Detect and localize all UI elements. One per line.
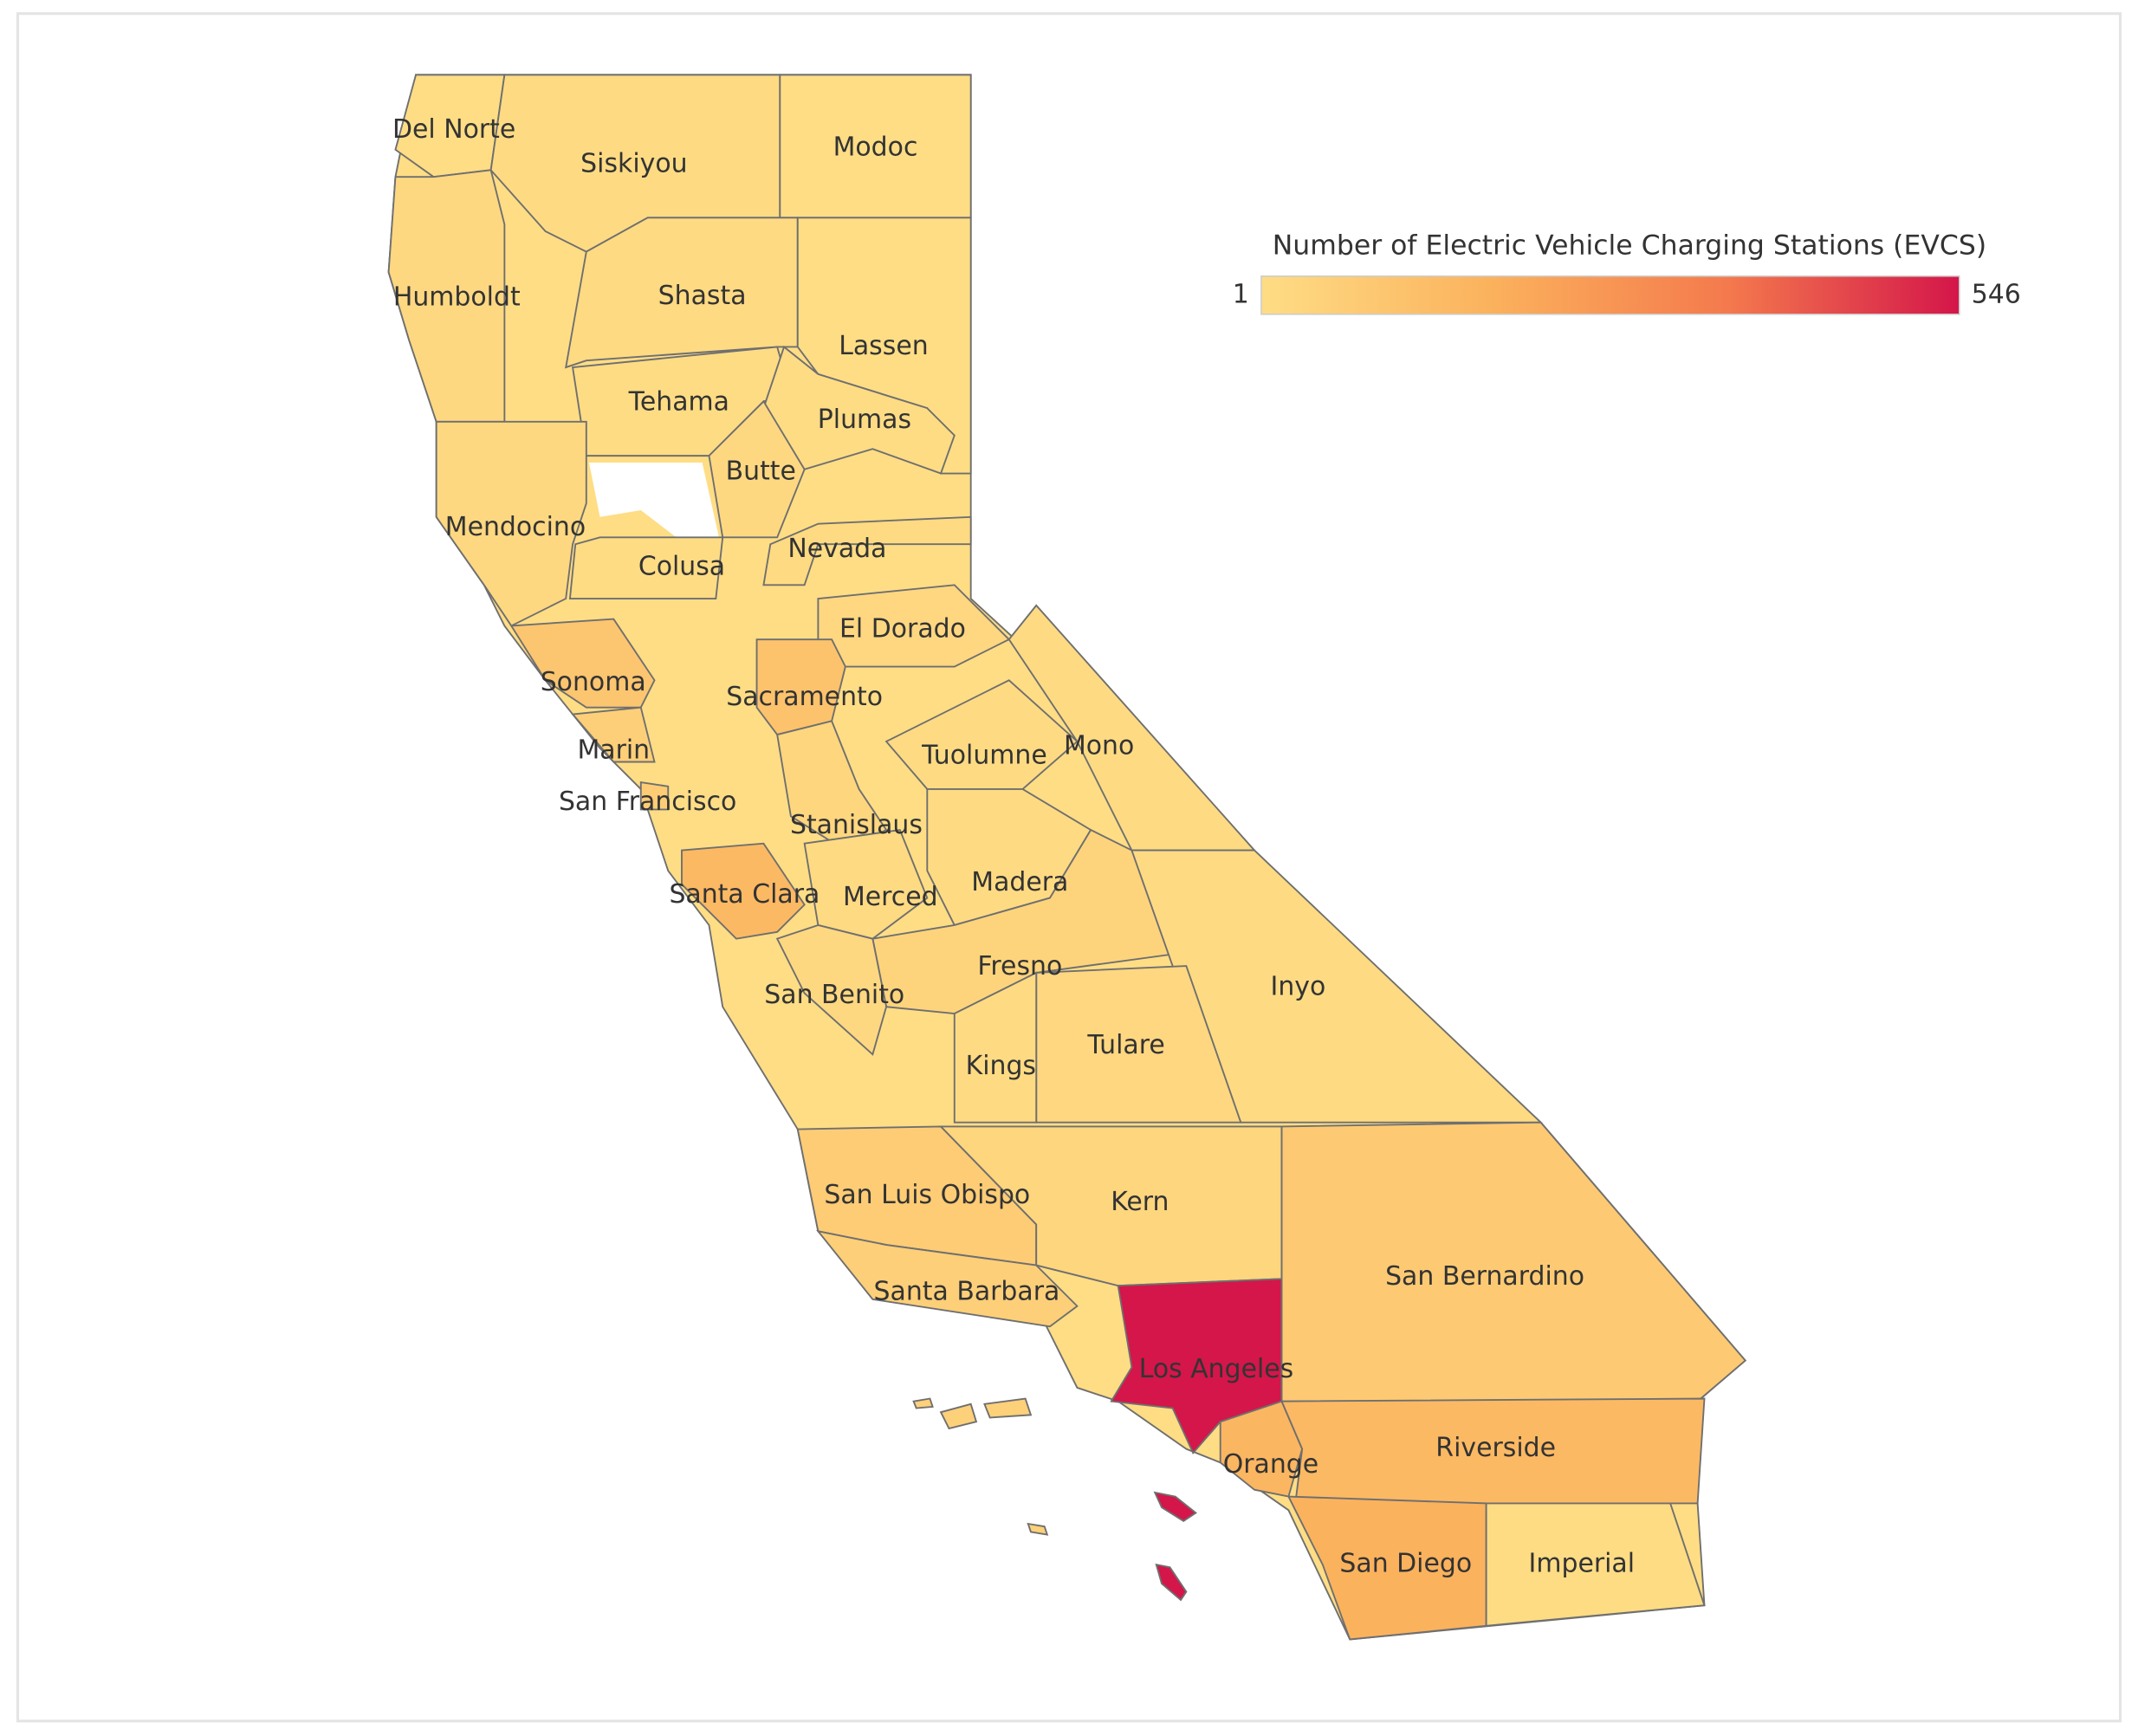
county-label: San Bernardino bbox=[1385, 1261, 1584, 1292]
county-label: Kern bbox=[1111, 1187, 1169, 1217]
county-label: Modoc bbox=[833, 133, 918, 163]
county bbox=[1485, 1502, 1706, 1627]
county-label: Nevada bbox=[787, 534, 886, 564]
islands bbox=[912, 1397, 1049, 1536]
regions bbox=[387, 74, 1747, 1641]
county-label: Sacramento bbox=[726, 682, 883, 712]
county-label: San Diego bbox=[1339, 1549, 1472, 1579]
county-label: Stanislaus bbox=[790, 810, 923, 840]
county-label: Fresno bbox=[977, 951, 1062, 981]
county bbox=[1286, 1495, 1487, 1641]
county-label: San Francisco bbox=[559, 787, 736, 817]
county-label: Siskiyou bbox=[580, 149, 687, 179]
county bbox=[884, 679, 1079, 790]
county bbox=[1280, 1121, 1747, 1402]
legend-title: Number of Electric Vehicle Charging Stat… bbox=[1273, 230, 1986, 261]
county bbox=[681, 842, 806, 940]
county-label: El Dorado bbox=[839, 614, 966, 645]
county-label: Tuolumne bbox=[921, 741, 1047, 771]
county-label: Sonoma bbox=[541, 667, 646, 697]
county-label: Orange bbox=[1223, 1449, 1318, 1480]
county-label: San Luis Obispo bbox=[824, 1180, 1030, 1210]
county bbox=[775, 923, 888, 1056]
county-label: Plumas bbox=[818, 405, 911, 435]
county-label: Mendocino bbox=[445, 512, 586, 542]
county bbox=[953, 971, 1038, 1124]
county bbox=[762, 515, 972, 586]
labels: Del Norte Siskiyou Modoc Humboldt Shasta Lass… bbox=[392, 114, 1635, 1578]
county-label: Del Norte bbox=[392, 114, 515, 145]
county-label: Colusa bbox=[638, 551, 725, 581]
county-label: Merced bbox=[843, 882, 938, 912]
county-label: San Benito bbox=[764, 980, 904, 1010]
county-label: Butte bbox=[726, 456, 796, 486]
legend-max: 546 bbox=[1972, 279, 2021, 309]
county-label: Inyo bbox=[1271, 972, 1326, 1002]
county-label: Marin bbox=[577, 735, 650, 765]
county-label: Mono bbox=[1064, 731, 1134, 761]
legend-min: 1 bbox=[1233, 279, 1249, 309]
county-label: Los Angeles bbox=[1139, 1354, 1294, 1384]
county bbox=[1153, 1491, 1197, 1522]
county-label: Riverside bbox=[1435, 1433, 1556, 1463]
county-label: Shasta bbox=[658, 281, 747, 311]
county bbox=[564, 217, 799, 369]
county-label: Kings bbox=[966, 1051, 1036, 1081]
county bbox=[816, 1229, 1079, 1328]
county bbox=[803, 828, 929, 940]
county bbox=[639, 781, 670, 811]
county-label: Imperial bbox=[1529, 1549, 1636, 1579]
county-label: Santa Barbara bbox=[874, 1277, 1060, 1307]
county bbox=[708, 399, 806, 539]
county bbox=[435, 420, 587, 627]
county bbox=[1155, 1563, 1188, 1602]
county-label: Madera bbox=[971, 867, 1068, 897]
county bbox=[571, 706, 656, 763]
county bbox=[568, 536, 724, 599]
county-label: Tehama bbox=[628, 386, 729, 417]
county bbox=[776, 720, 888, 852]
county-label: Santa Clara bbox=[669, 879, 820, 910]
bay-gap bbox=[588, 462, 721, 542]
county-label: Lassen bbox=[839, 331, 928, 361]
county-label: Humboldt bbox=[393, 282, 521, 312]
county bbox=[1131, 849, 1543, 1124]
legend-bar bbox=[1260, 275, 1960, 315]
county-label: Tulare bbox=[1086, 1030, 1164, 1060]
